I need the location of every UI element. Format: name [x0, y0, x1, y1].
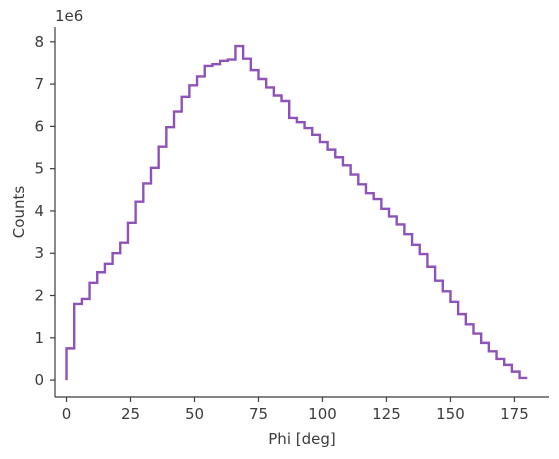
x-tick-label: 150: [436, 405, 465, 423]
x-axis-label: Phi [deg]: [268, 430, 335, 448]
y-offset-label: 1e6: [55, 7, 83, 25]
x-tick-label: 100: [308, 405, 337, 423]
y-tick-label: 8: [34, 33, 44, 51]
x-tick-label: 0: [62, 405, 72, 423]
x-tick-label: 25: [121, 405, 140, 423]
x-tick-label: 50: [185, 405, 204, 423]
y-axis-label: Counts: [10, 186, 28, 239]
y-tick-label: 7: [34, 75, 44, 93]
x-tick-label: 125: [372, 405, 401, 423]
y-tick-label: 5: [34, 160, 44, 178]
y-axis-ticks: 0 1 2 3 4 5 6 7 8: [34, 33, 55, 389]
y-tick-label: 4: [34, 202, 44, 220]
y-tick-label: 2: [34, 287, 44, 305]
series-step-line: [65, 44, 528, 381]
y-tick-label: 6: [34, 117, 44, 135]
x-tick-label: 175: [500, 405, 529, 423]
x-tick-label: 75: [249, 405, 268, 423]
y-tick-label: 3: [34, 244, 44, 262]
y-tick-label: 1: [34, 329, 44, 347]
plot-area: [65, 44, 528, 381]
x-axis-ticks: 0 25 50 75 100 125 150 175: [62, 397, 529, 423]
y-tick-label: 0: [34, 371, 44, 389]
